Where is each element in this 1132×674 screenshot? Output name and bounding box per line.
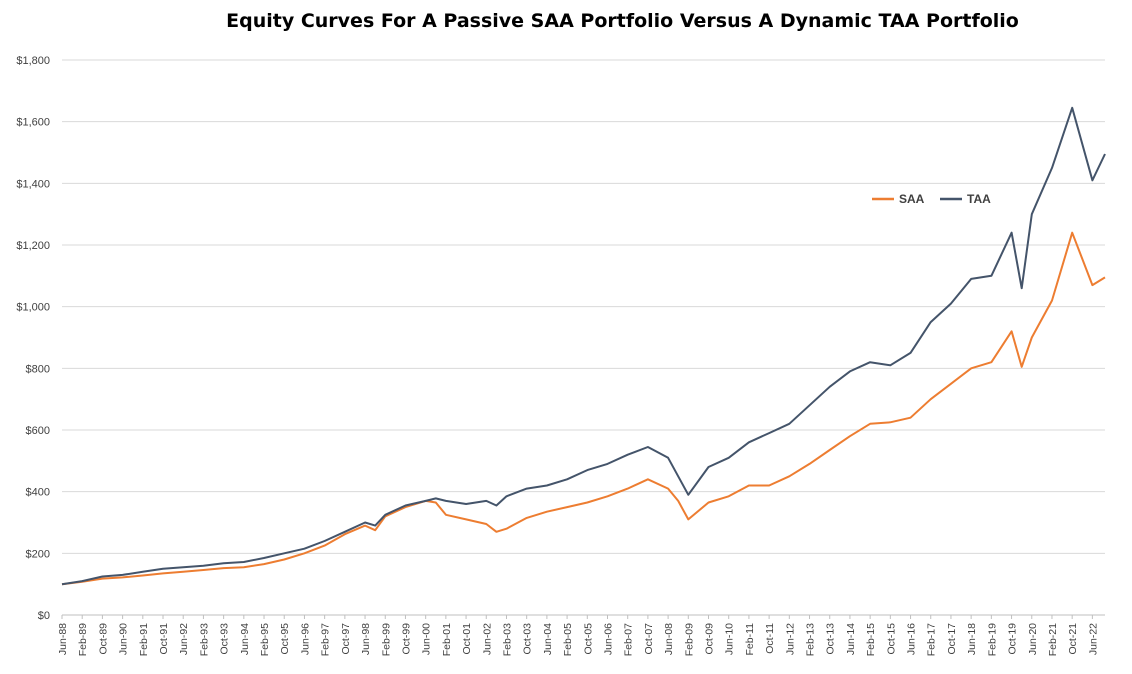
axis-layer: $0 $200 $400 $600 $800 $1,000 $1,200 $1,400 $1,6… <box>16 55 1105 656</box>
legend-label-taa: TAA <box>967 192 991 206</box>
y-tick-label: $400 <box>26 487 50 499</box>
x-tick-label: Jun-08 <box>663 623 675 655</box>
x-tick-label: Oct-99 <box>400 623 412 655</box>
y-tick-label: $0 <box>38 610 50 622</box>
x-tick-label: Jun-04 <box>542 623 554 655</box>
y-tick-label: $1,200 <box>16 240 50 252</box>
x-tick-label: Feb-05 <box>562 623 574 656</box>
x-tick-label: Jun-12 <box>784 623 796 655</box>
x-tick-label: Jun-94 <box>239 623 251 655</box>
grid-layer <box>62 59 1105 554</box>
y-tick-label: $1,600 <box>16 117 50 129</box>
x-tick-label: Feb-11 <box>744 623 756 656</box>
x-tick-label: Jun-88 <box>57 623 69 655</box>
legend-label-saa: SAA <box>899 192 925 206</box>
x-tick-label: Jun-16 <box>906 623 918 655</box>
x-tick-label: Jun-22 <box>1087 623 1099 655</box>
legend: SAA TAA <box>872 192 991 206</box>
x-tick-label: Jun-02 <box>481 623 493 655</box>
x-tick-label: Feb-95 <box>259 623 271 656</box>
x-tick-label: Jun-92 <box>178 623 190 655</box>
x-tick-label: Jun-20 <box>1027 623 1039 655</box>
x-tick-label: Oct-17 <box>946 623 958 655</box>
x-tick-label: Feb-09 <box>683 623 695 656</box>
x-tick-label: Jun-90 <box>118 623 130 655</box>
y-tick-label: $1,000 <box>16 302 50 314</box>
x-tick-label: Feb-99 <box>380 623 392 656</box>
x-tick-label: Feb-01 <box>441 623 453 656</box>
x-tick-label: Jun-10 <box>724 623 736 655</box>
x-tick-label: Feb-93 <box>198 623 210 656</box>
x-tick-label: Jun-96 <box>299 623 311 655</box>
x-tick-label: Oct-15 <box>885 623 897 655</box>
x-tick-label: Oct-19 <box>1007 623 1019 655</box>
x-tick-label: Oct-95 <box>279 623 291 655</box>
series-line-saa <box>61 231 1106 586</box>
x-tick-label: Oct-05 <box>582 623 594 655</box>
x-tick-label: Oct-93 <box>219 623 231 655</box>
x-tick-label: Oct-89 <box>97 623 109 655</box>
x-tick-label: Oct-03 <box>522 623 534 655</box>
series-layer <box>61 106 1106 586</box>
x-tick-label: Jun-14 <box>845 623 857 655</box>
series-line-taa <box>61 106 1106 586</box>
y-tick-label: $1,400 <box>16 178 50 190</box>
x-tick-label: Feb-13 <box>805 623 817 656</box>
x-tick-label: Feb-21 <box>1047 623 1059 656</box>
x-tick-label: Oct-09 <box>704 623 716 655</box>
x-tick-label: Oct-21 <box>1067 623 1079 655</box>
x-tick-label: Jun-98 <box>360 623 372 655</box>
x-tick-label: Feb-15 <box>865 623 877 656</box>
x-tick-label: Oct-11 <box>764 623 776 654</box>
y-tick-label: $200 <box>26 548 50 560</box>
x-tick-label: Oct-91 <box>158 623 170 655</box>
x-tick-label: Feb-89 <box>77 623 89 656</box>
x-tick-label: Jun-18 <box>966 623 978 655</box>
x-tick-label: Oct-97 <box>340 623 352 655</box>
y-tick-label: $1,800 <box>16 55 50 67</box>
x-tick-label: Feb-97 <box>320 623 332 656</box>
chart-title: Equity Curves For A Passive SAA Portfoli… <box>226 10 1019 32</box>
x-tick-label: Jun-06 <box>602 623 614 655</box>
y-tick-label: $600 <box>26 425 50 437</box>
x-tick-label: Oct-01 <box>461 623 473 655</box>
x-tick-label: Jun-00 <box>421 623 433 655</box>
x-tick-label: Feb-91 <box>138 623 150 656</box>
x-tick-label: Feb-17 <box>926 623 938 656</box>
y-tick-label: $800 <box>26 363 50 375</box>
x-tick-label: Feb-19 <box>986 623 998 656</box>
x-tick-label: Oct-07 <box>643 623 655 655</box>
x-tick-label: Feb-07 <box>623 623 635 656</box>
x-tick-label: Feb-03 <box>501 623 513 656</box>
x-tick-label: Oct-13 <box>825 623 837 655</box>
